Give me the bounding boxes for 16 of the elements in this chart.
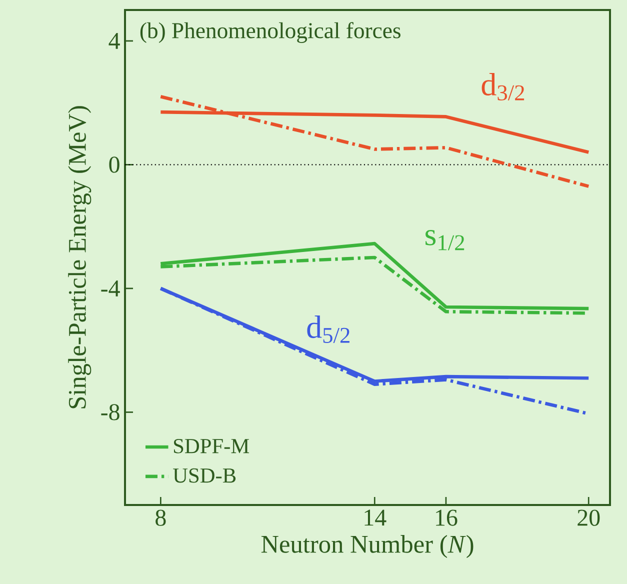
y-tick-label: 4 xyxy=(108,33,120,49)
y-axis-title: Single-Particle Energy (MeV) xyxy=(68,106,92,408)
x-tick-label: 8 xyxy=(156,510,166,526)
annotation: s$_{1/2}$ xyxy=(426,230,464,250)
annotation: d$_{3/2}$ xyxy=(482,73,524,100)
y-tick-label: -4 xyxy=(101,280,120,296)
x-tick-label: 14 xyxy=(364,510,386,526)
x-axis-title: Neutron Number (N) xyxy=(261,535,474,558)
y-tick-label: 0 xyxy=(109,156,120,173)
chart-title: (b) Phenomenological forces xyxy=(140,22,400,43)
x-tick-label: 16 xyxy=(436,510,458,526)
legend-label: USD-B xyxy=(173,468,236,483)
legend-label: SDPF-M xyxy=(174,438,250,454)
x-tick-label: 20 xyxy=(578,510,600,526)
y-tick-label: -8 xyxy=(101,404,120,420)
annotation: d$_{5/2}$ xyxy=(307,316,350,343)
